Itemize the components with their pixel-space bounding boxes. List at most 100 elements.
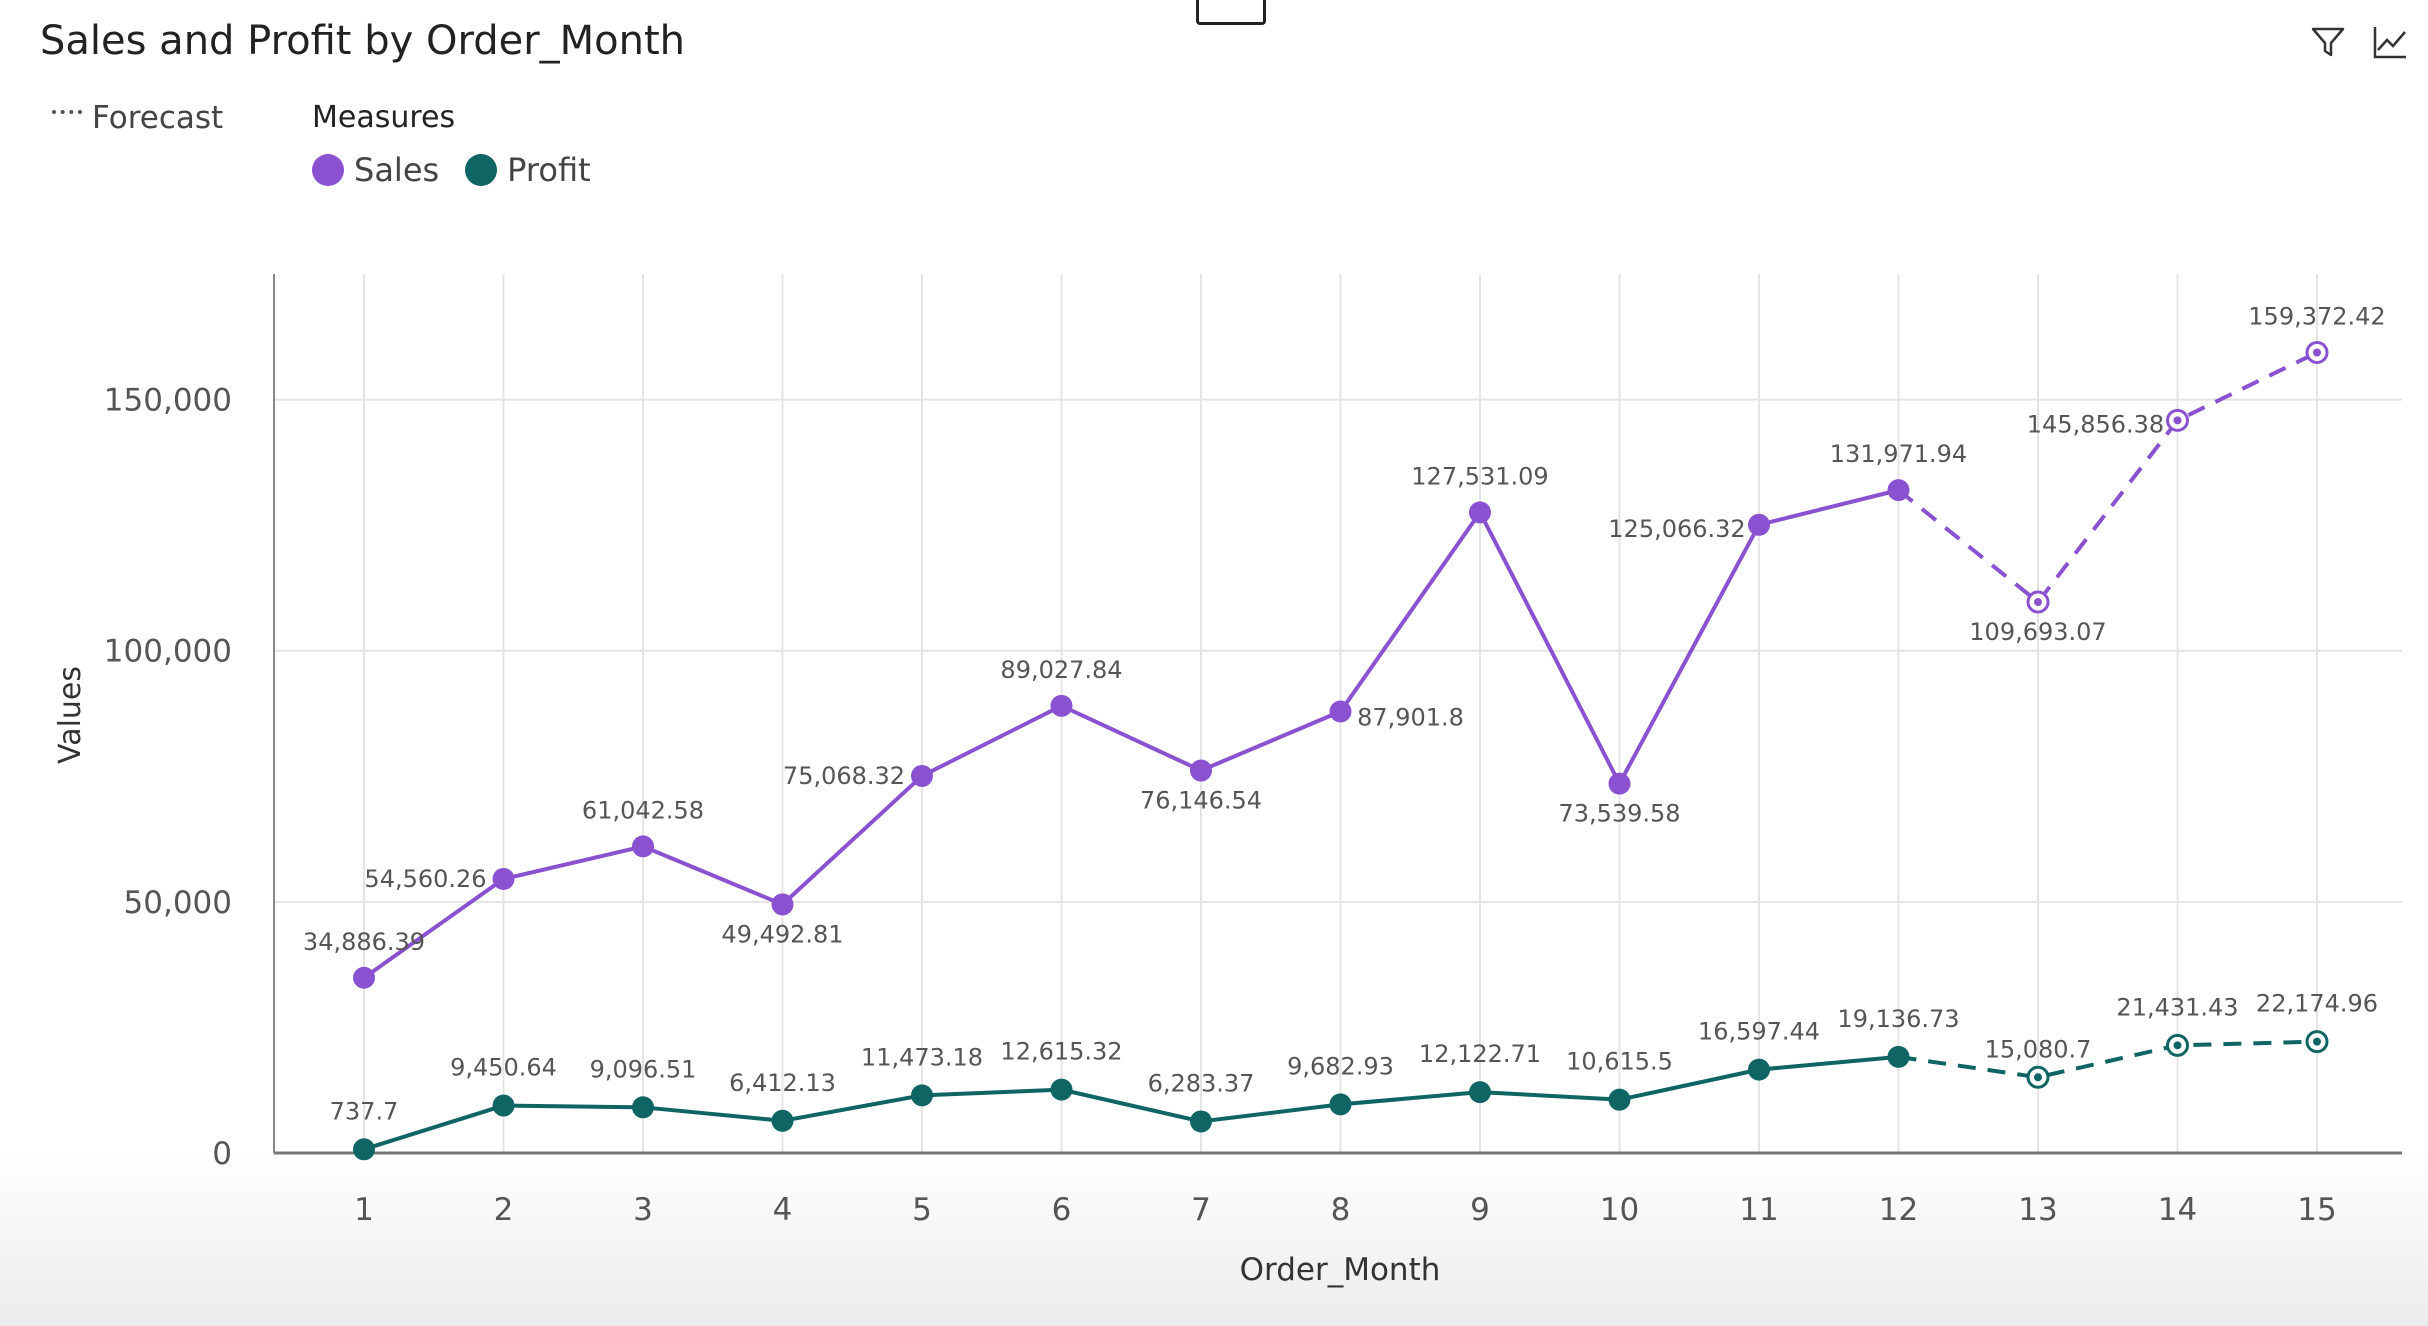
profit-data-label: 22,174.96 bbox=[2256, 990, 2378, 1018]
y-tick-label: 50,000 bbox=[124, 885, 232, 921]
profit-data-label: 737.7 bbox=[330, 1097, 399, 1125]
chart-toolbar bbox=[2308, 22, 2410, 66]
sales-point bbox=[1608, 772, 1631, 795]
sales-data-label: 34,886.39 bbox=[303, 928, 425, 956]
profit-point bbox=[353, 1138, 375, 1161]
sales-data-label: 127,531.09 bbox=[1411, 462, 1548, 490]
sales-forecast-point-center bbox=[2173, 416, 2182, 425]
y-tick-label: 150,000 bbox=[104, 383, 232, 419]
sales-data-label: 125,066.32 bbox=[1608, 515, 1745, 543]
profit-swatch bbox=[465, 154, 498, 186]
profit-point bbox=[1887, 1045, 1910, 1068]
profit-data-label: 12,615.32 bbox=[1000, 1038, 1122, 1066]
profit-point bbox=[1469, 1081, 1491, 1104]
x-tick-label: 15 bbox=[2297, 1192, 2336, 1228]
filter-icon[interactable] bbox=[2308, 22, 2348, 66]
x-tick-label: 4 bbox=[773, 1192, 793, 1228]
sales-swatch bbox=[312, 154, 344, 186]
sales-data-label: 145,856.38 bbox=[2027, 410, 2164, 438]
sales-data-label: 159,372.42 bbox=[2248, 302, 2385, 330]
profit-data-label: 6,412.13 bbox=[729, 1069, 836, 1097]
forecast-label: Forecast bbox=[92, 100, 224, 136]
trend-chart-icon[interactable] bbox=[2370, 22, 2410, 66]
profit-forecast-point-center bbox=[2034, 1073, 2042, 1082]
profit-point bbox=[1190, 1110, 1212, 1133]
sales-point bbox=[771, 893, 794, 916]
sales-data-label: 73,539.58 bbox=[1558, 800, 1680, 828]
profit-forecast-point-center bbox=[2173, 1041, 2182, 1050]
sales-forecast-point-center bbox=[2313, 348, 2321, 357]
measures-title: Measures bbox=[312, 100, 456, 135]
profit-data-label: 9,450.64 bbox=[450, 1054, 557, 1082]
y-axis-title: Values bbox=[53, 666, 88, 764]
profit-point bbox=[771, 1109, 794, 1132]
profit-data-label: 11,473.18 bbox=[861, 1043, 983, 1071]
legend-label-profit: Profit bbox=[507, 151, 591, 189]
sales-data-label: 87,901.8 bbox=[1357, 703, 1464, 731]
legend-item-profit[interactable]: Profit bbox=[465, 151, 591, 189]
x-tick-label: 7 bbox=[1191, 1192, 1211, 1228]
sales-point bbox=[353, 966, 375, 989]
x-tick-label: 5 bbox=[912, 1192, 932, 1228]
legend-label-sales: Sales bbox=[354, 151, 440, 189]
legend-item-sales[interactable]: Sales bbox=[312, 151, 439, 189]
sales-data-label: 54,560.26 bbox=[364, 865, 486, 893]
profit-data-label: 21,431.43 bbox=[2116, 993, 2238, 1021]
sales-data-label: 131,971.94 bbox=[1830, 440, 1967, 468]
sales-forecast-line bbox=[1897, 350, 2318, 605]
profit-data-label: 6,283.37 bbox=[1148, 1069, 1255, 1097]
measures-legend: Measures Sales Profit bbox=[312, 100, 591, 189]
y-tick-label: 0 bbox=[212, 1136, 232, 1172]
profit-data-label: 19,136.73 bbox=[1837, 1005, 1959, 1033]
profit-data-label: 9,096.51 bbox=[590, 1055, 697, 1083]
sales-point bbox=[1329, 700, 1352, 723]
profit-line bbox=[363, 1054, 1899, 1152]
profit-data-label: 9,682.93 bbox=[1287, 1052, 1394, 1080]
x-tick-label: 12 bbox=[1879, 1192, 1918, 1228]
x-tick-label: 3 bbox=[633, 1192, 653, 1228]
x-tick-label: 8 bbox=[1331, 1192, 1351, 1228]
profit-forecast-point-center bbox=[2313, 1037, 2321, 1046]
profit-data-label: 16,597.44 bbox=[1698, 1018, 1820, 1046]
x-axis-title: Order_Month bbox=[1240, 1252, 1441, 1288]
sales-data-label: 49,492.81 bbox=[721, 920, 843, 948]
forecast-legend: Forecast bbox=[52, 100, 223, 136]
profit-point bbox=[1329, 1093, 1352, 1116]
x-tick-label: 1 bbox=[354, 1192, 374, 1228]
profit-point bbox=[632, 1096, 654, 1119]
sales-point bbox=[1469, 501, 1491, 524]
chart-title: Sales and Profit by Order_Month bbox=[40, 18, 686, 64]
sales-data-label: 89,027.84 bbox=[1000, 656, 1122, 684]
profit-data-label: 12,122.71 bbox=[1419, 1040, 1541, 1068]
sales-point bbox=[1190, 759, 1212, 782]
sales-data-label: 61,042.58 bbox=[582, 796, 704, 824]
sales-point bbox=[1887, 479, 1910, 502]
bottom-shade bbox=[0, 1150, 2428, 1326]
sales-point bbox=[492, 867, 515, 890]
x-tick-label: 2 bbox=[494, 1192, 514, 1228]
y-tick-label: 100,000 bbox=[104, 634, 232, 670]
sales-data-label: 76,146.54 bbox=[1140, 787, 1262, 815]
forecast-dotted-swatch bbox=[52, 110, 82, 114]
x-tick-label: 13 bbox=[2018, 1192, 2057, 1228]
sales-data-label: 75,068.32 bbox=[783, 762, 905, 790]
sales-line bbox=[362, 488, 1899, 980]
sales-data-label: 109,693.07 bbox=[1969, 618, 2106, 646]
profit-data-label: 10,615.5 bbox=[1566, 1048, 1673, 1076]
sales-forecast-point-center bbox=[2034, 598, 2042, 607]
x-tick-label: 10 bbox=[1600, 1192, 1639, 1228]
sales-point bbox=[1748, 513, 1770, 536]
sales-point bbox=[911, 764, 933, 787]
x-tick-label: 11 bbox=[1739, 1192, 1778, 1228]
profit-point bbox=[492, 1094, 515, 1117]
profit-point bbox=[1050, 1078, 1073, 1101]
profit-data-label: 15,080.7 bbox=[1985, 1035, 2092, 1063]
x-tick-label: 14 bbox=[2158, 1192, 2197, 1228]
sales-point bbox=[632, 835, 654, 858]
collapse-handle[interactable] bbox=[1196, 0, 1266, 25]
x-tick-label: 9 bbox=[1470, 1192, 1490, 1228]
x-tick-label: 6 bbox=[1052, 1192, 1072, 1228]
profit-point bbox=[1608, 1088, 1631, 1111]
profit-point bbox=[1748, 1058, 1770, 1081]
